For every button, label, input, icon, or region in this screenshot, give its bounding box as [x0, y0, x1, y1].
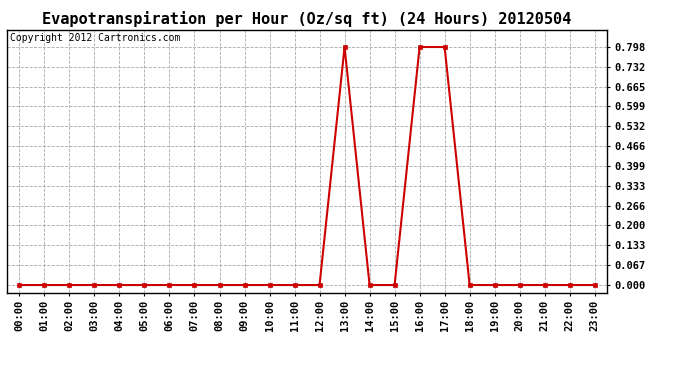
Text: Copyright 2012 Cartronics.com: Copyright 2012 Cartronics.com	[10, 33, 180, 43]
Title: Evapotranspiration per Hour (Oz/sq ft) (24 Hours) 20120504: Evapotranspiration per Hour (Oz/sq ft) (…	[42, 12, 572, 27]
